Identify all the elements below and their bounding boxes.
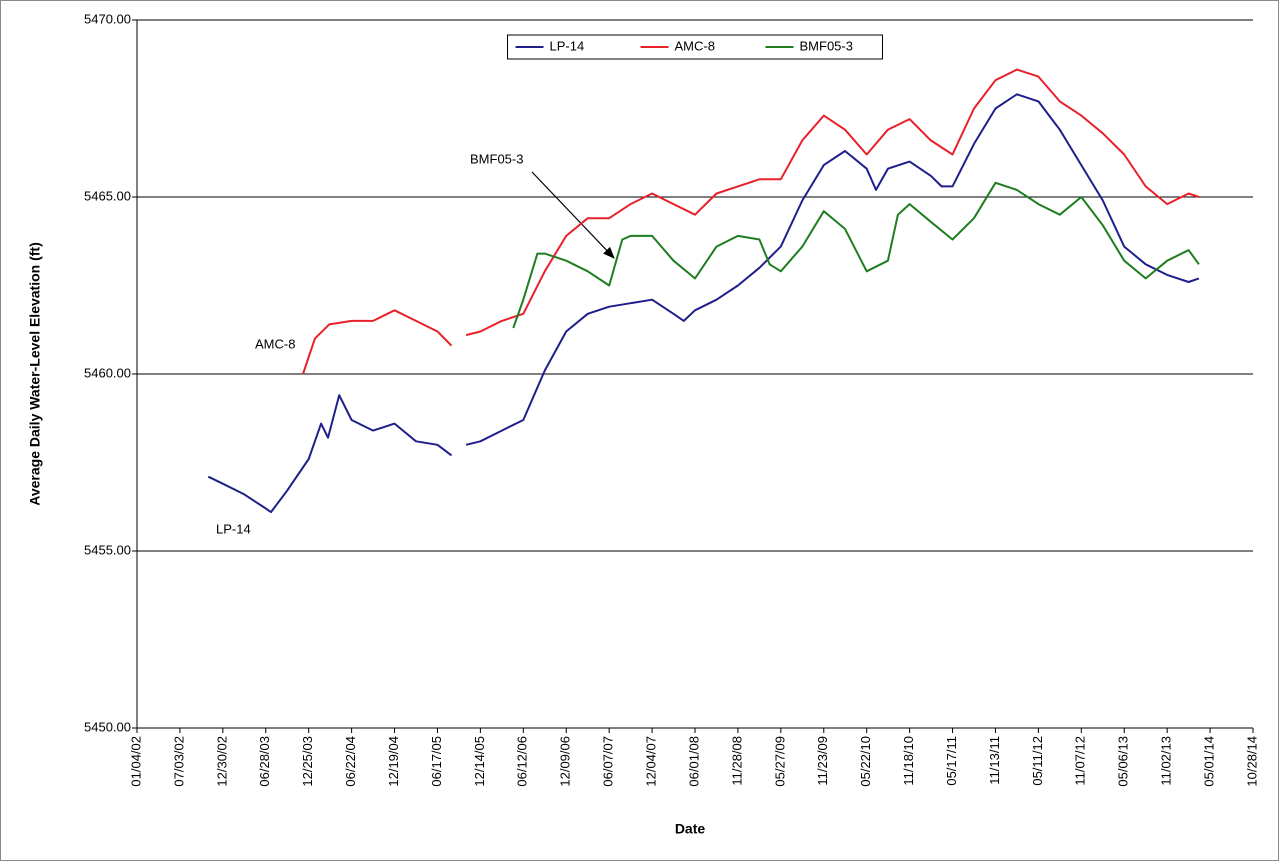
x-tick-label: 12/19/04 [386,736,401,787]
x-tick-label: 06/01/08 [686,736,701,787]
x-tick-label: 11/18/10 [901,736,916,786]
series-line [207,93,1200,514]
x-tick-label: 12/30/02 [214,736,229,787]
y-tick-label: 5460.00 [84,365,131,380]
plot-area [207,68,1200,514]
annotation: LP-14 [216,521,251,536]
x-tick-label: 05/22/10 [858,736,873,787]
x-tick-label: 06/22/04 [343,736,358,787]
legend-label: BMF05-3 [800,38,853,53]
x-tick-label: 05/11/12 [1030,736,1045,786]
x-tick-label: 06/17/05 [429,736,444,787]
series-line [302,68,1200,375]
legend-label: AMC-8 [675,38,715,53]
x-tick-label: 11/13/11 [987,736,1002,785]
series-line [512,181,1200,329]
x-tick-label: 11/28/08 [729,736,744,786]
y-tick-label: 5465.00 [84,188,131,203]
x-tick-label: 05/06/13 [1116,736,1131,787]
annotation: AMC-8 [255,336,295,351]
x-tick-label: 11/23/09 [815,736,830,786]
annotation-arrow [531,171,615,259]
x-tick-label: 12/14/05 [472,736,487,787]
x-tick-label: 05/27/09 [772,736,787,787]
x-tick-label: 12/04/07 [644,736,659,787]
legend-box [507,34,883,60]
y-tick-label: 5450.00 [84,719,131,734]
x-tick-label: 12/25/03 [300,736,315,787]
x-axis-label: Date [675,821,706,837]
x-tick-label: 07/03/02 [171,736,186,787]
annotation: BMF05-3 [470,151,523,166]
y-tick-label: 5470.00 [84,11,131,26]
x-tick-label: 06/07/07 [601,736,616,787]
y-axis-label: Average Daily Water-Level Elevation (ft) [27,242,43,505]
x-tick-label: 05/01/14 [1202,736,1217,787]
x-tick-label: 05/17/11 [944,736,959,786]
x-tick-label: 01/04/02 [128,736,143,787]
x-tick-label: 06/12/06 [515,736,530,787]
x-tick-label: 11/07/12 [1073,736,1088,786]
y-tick-label: 5455.00 [84,542,131,557]
x-tick-label: 11/02/13 [1159,736,1174,786]
x-tick-label: 10/28/14 [1244,736,1259,787]
legend-label: LP-14 [550,38,585,53]
x-tick-label: 06/28/03 [257,736,272,787]
x-tick-label: 12/09/06 [558,736,573,787]
